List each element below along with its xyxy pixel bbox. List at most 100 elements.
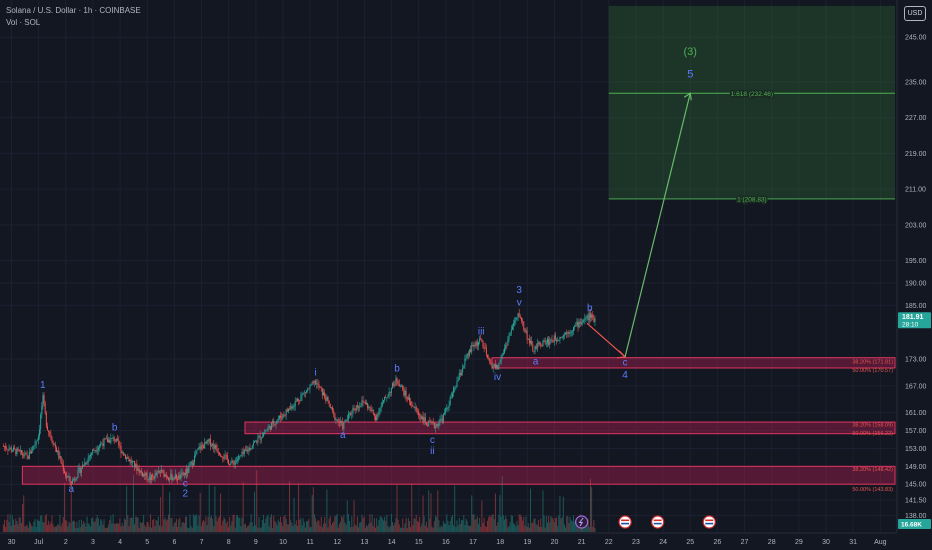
volume-bar	[289, 481, 291, 532]
candle	[157, 471, 159, 473]
volume-bar	[206, 525, 208, 532]
price-axis[interactable]	[897, 0, 932, 550]
candle	[332, 407, 334, 411]
candle	[209, 438, 211, 446]
us-flag-event-icon[interactable]	[651, 515, 665, 529]
candle	[296, 398, 298, 401]
volume-indicator-title[interactable]: Vol · SOL	[6, 18, 41, 27]
candle	[365, 402, 367, 405]
candle	[458, 373, 460, 380]
candle	[425, 421, 427, 426]
candle	[347, 413, 349, 420]
volume-bar	[531, 523, 533, 532]
us-flag-event-icon[interactable]	[702, 515, 716, 529]
candle	[456, 381, 458, 387]
volume-bar	[471, 495, 473, 532]
volume-bar	[316, 522, 318, 532]
candle	[135, 463, 137, 468]
candle	[153, 476, 155, 479]
candle	[67, 477, 69, 478]
candle	[307, 388, 309, 391]
volume-bar	[178, 519, 180, 532]
volume-bar	[265, 518, 267, 532]
candle	[91, 453, 93, 455]
candle	[436, 424, 438, 427]
candle	[99, 445, 101, 448]
volume-bar	[413, 518, 415, 532]
candle	[48, 430, 50, 432]
target-zone[interactable]	[608, 5, 895, 199]
volume-bar	[458, 518, 460, 532]
volume-bar	[411, 483, 413, 532]
symbol-title[interactable]: Solana / U.S. Dollar · 1h · COINBASE	[6, 6, 141, 15]
volume-bar	[491, 514, 493, 532]
candle	[258, 435, 260, 438]
support-zone[interactable]	[491, 357, 896, 369]
volume-bar	[407, 517, 409, 532]
candle	[183, 472, 185, 475]
volume-bar	[270, 514, 272, 532]
candle	[556, 339, 558, 342]
volume-bar	[8, 522, 10, 532]
candle	[500, 356, 502, 363]
volume-bar	[474, 519, 476, 532]
volume-bar	[419, 516, 421, 532]
support-zone[interactable]	[21, 465, 896, 485]
volume-bar	[488, 517, 490, 532]
wave-label: iii	[478, 326, 485, 337]
currency-badge[interactable]: USD	[904, 6, 926, 21]
volume-bar	[183, 523, 185, 532]
volume-bar	[487, 520, 489, 532]
candle	[146, 472, 148, 480]
volume-bar	[187, 527, 189, 532]
volume-bar	[524, 525, 526, 532]
candle	[62, 464, 64, 471]
candle	[227, 459, 229, 465]
candle	[385, 396, 387, 399]
volume-bar	[2, 524, 4, 532]
candle	[85, 462, 87, 464]
candle	[461, 372, 463, 376]
volume-bar	[542, 490, 544, 532]
current-price-tag[interactable]	[898, 312, 931, 329]
support-zone[interactable]	[244, 421, 896, 435]
volume-bar	[140, 523, 142, 532]
volume-bar	[123, 518, 125, 532]
volume-bar	[414, 518, 416, 532]
candle	[416, 410, 418, 412]
fib-extension-label: 1 (208.83)	[737, 196, 767, 203]
candle	[477, 341, 479, 346]
time-axis[interactable]	[0, 533, 932, 550]
candle	[454, 387, 456, 389]
candle	[175, 474, 177, 480]
candle	[147, 479, 149, 481]
candle	[129, 459, 131, 462]
wave-label: i	[314, 368, 316, 379]
volume-bar	[280, 516, 282, 532]
volume-bar	[327, 527, 329, 532]
candle	[427, 425, 429, 427]
candle	[325, 397, 327, 401]
candle	[326, 396, 328, 401]
candle	[355, 405, 357, 411]
candle	[88, 456, 90, 458]
candle	[260, 437, 262, 440]
us-flag-event-icon[interactable]	[618, 515, 632, 529]
volume-bar	[502, 515, 504, 532]
volume-bar	[345, 524, 347, 532]
forecast-wave-5-arrow[interactable]	[624, 93, 691, 357]
candle	[497, 364, 499, 370]
candle	[367, 402, 369, 409]
candle	[549, 340, 551, 345]
candle	[545, 343, 547, 345]
volume-bar	[3, 519, 5, 532]
candle	[300, 396, 302, 402]
volume-bar	[455, 527, 457, 532]
volume-bar	[424, 525, 426, 532]
volume-value-tag[interactable]	[898, 519, 931, 529]
volume-bar	[170, 518, 172, 532]
time-tick-label: 28	[768, 539, 776, 546]
volume-bar	[473, 514, 475, 532]
volume-bar	[156, 520, 158, 532]
